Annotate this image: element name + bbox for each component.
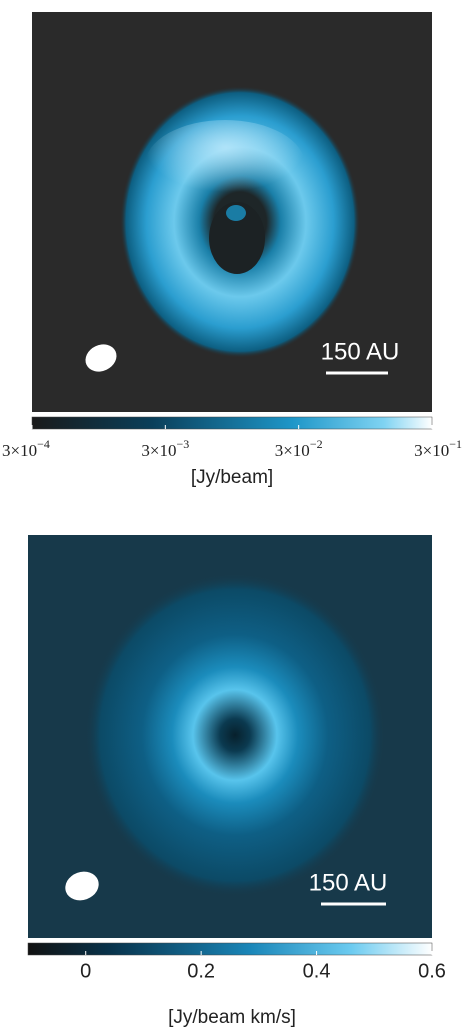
panel-top: 150 AU [Jy/beam] xyxy=(32,12,432,488)
colorbar xyxy=(28,943,432,955)
tick-mantissa: 3×10 xyxy=(275,441,310,460)
tick-exponent: −1 xyxy=(449,437,462,451)
tick-exponent: −2 xyxy=(310,437,323,451)
colorbar-tick-label: 0 xyxy=(80,960,91,982)
tick-exponent: −3 xyxy=(176,437,189,451)
disk-bright-arc xyxy=(145,120,305,210)
tick-mantissa: 3×10 xyxy=(414,441,449,460)
colorbar-tick-label: 3×10−1 xyxy=(414,437,462,460)
colorbar-tick-label: 0.6 xyxy=(418,960,446,982)
tick-mantissa: 3×10 xyxy=(141,441,176,460)
colorbar-tick-label: 3×10−4 xyxy=(2,437,50,460)
disk-emission xyxy=(85,573,385,897)
colorbar-tick-label: 0.2 xyxy=(187,960,215,982)
scale-bar-label: 150 AU xyxy=(309,869,388,896)
colorbar-tick-label: 3×10−2 xyxy=(275,437,323,460)
tick-exponent: −4 xyxy=(37,437,50,451)
figure: 150 AU [Jy/beam] 150 AU [Jy/beam km/s] 3… xyxy=(0,0,463,1028)
colorbar-label: [Jy/beam] xyxy=(191,467,273,488)
scale-bar-label: 150 AU xyxy=(321,338,400,365)
panel-bottom: 150 AU [Jy/beam km/s] xyxy=(28,535,432,1028)
tick-mantissa: 3×10 xyxy=(2,441,37,460)
central-source xyxy=(226,205,246,221)
colorbar-tick-label: 0.4 xyxy=(303,960,331,982)
colorbar-label: [Jy/beam km/s] xyxy=(168,1007,296,1028)
colorbar-tick-label: 3×10−3 xyxy=(141,437,189,460)
colorbar xyxy=(32,417,432,429)
